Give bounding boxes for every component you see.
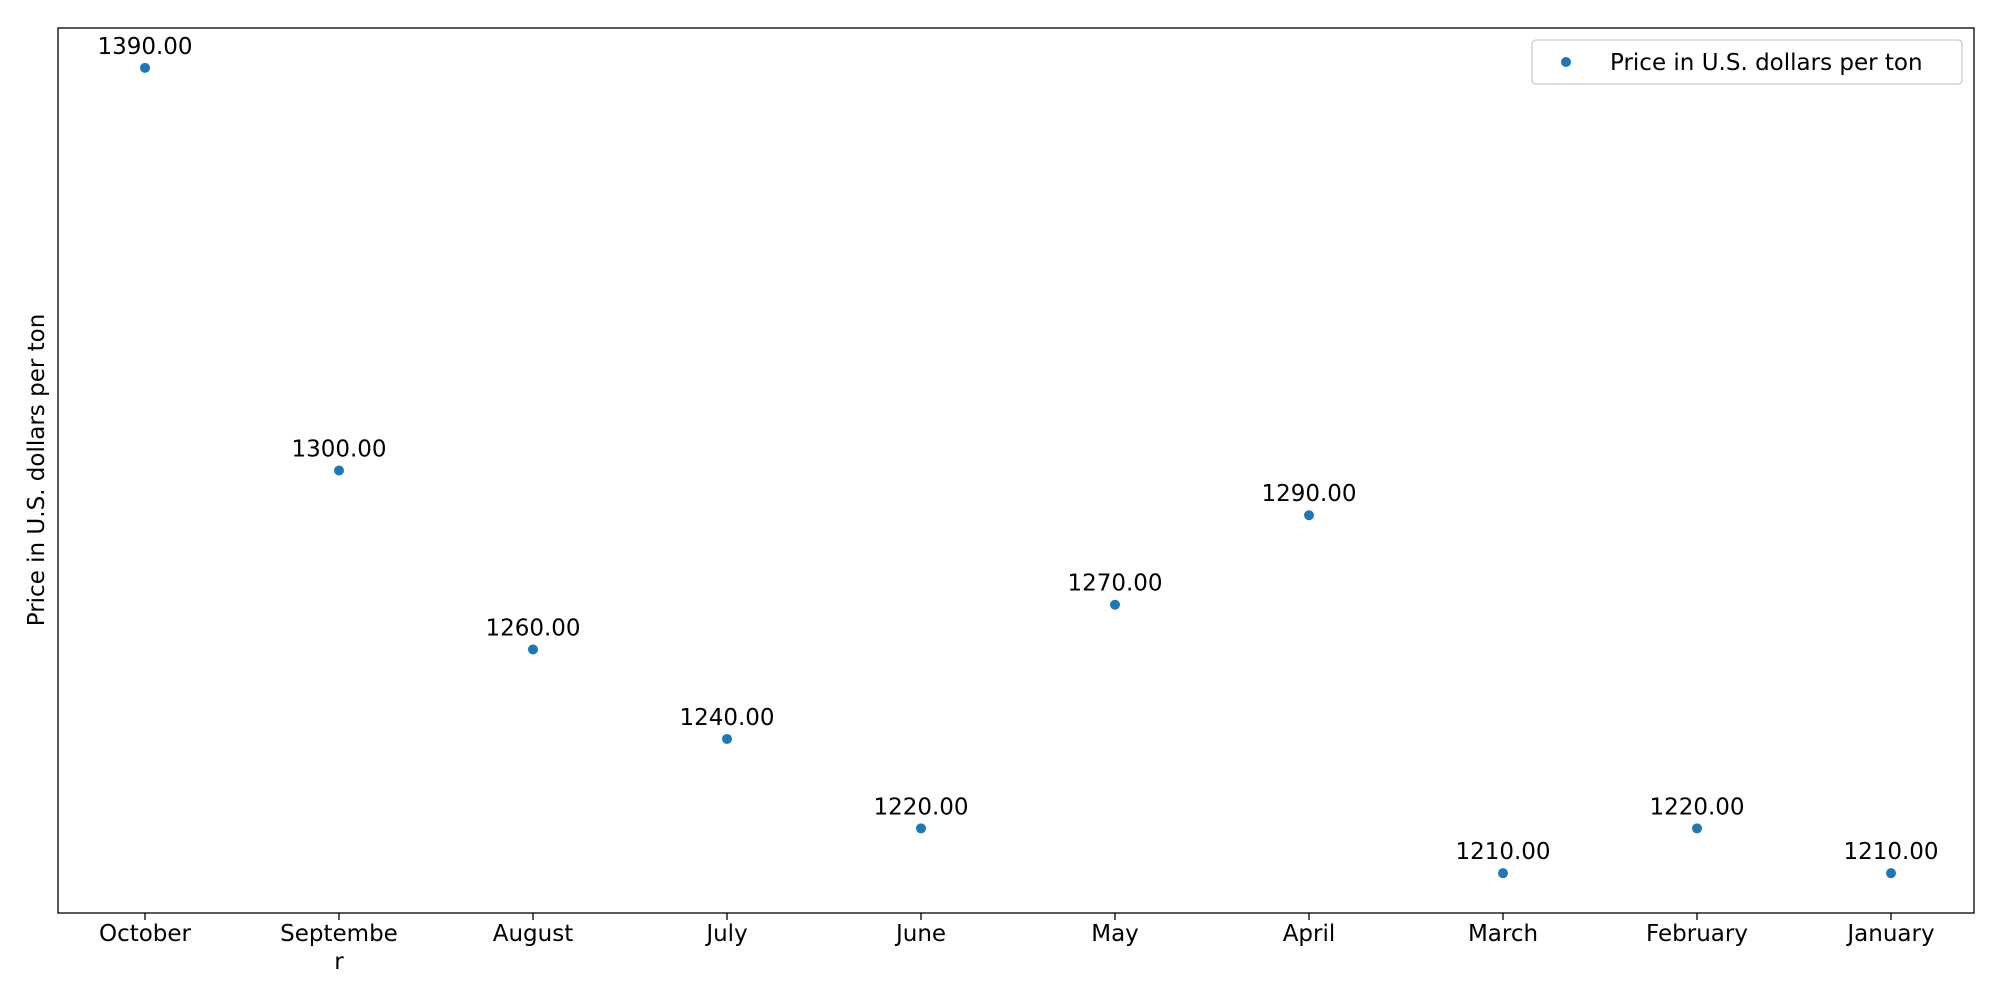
data-point <box>1304 510 1314 521</box>
data-point <box>1692 823 1702 834</box>
x-tick-label: July <box>704 921 747 947</box>
data-label: 1300.00 <box>291 437 386 463</box>
x-tick-label: March <box>1468 921 1538 947</box>
data-point <box>1886 868 1896 879</box>
data-point <box>916 823 926 834</box>
data-label: 1260.00 <box>485 615 580 641</box>
x-tick-label: October <box>99 921 192 947</box>
data-point <box>528 644 538 655</box>
data-point <box>722 733 732 744</box>
data-label: 1390.00 <box>97 34 192 60</box>
data-label: 1220.00 <box>1649 794 1744 820</box>
data-point <box>1498 868 1508 879</box>
legend-box <box>1531 39 1963 85</box>
x-axis-ticks: October Septembe r August July June May April Ma… <box>99 913 1935 975</box>
chart-marks: 1390.00 1300.00 1260.00 1240.00 1220.00 1270.… <box>97 34 1939 879</box>
data-point <box>140 62 150 73</box>
data-point <box>334 465 344 476</box>
x-tick-label: Septembe r <box>280 921 398 975</box>
data-label: 1240.00 <box>679 705 774 731</box>
x-tick-label: January <box>1845 921 1934 947</box>
data-label: 1210.00 <box>1843 839 1938 865</box>
x-tick-label: February <box>1646 921 1748 947</box>
legend-entry-label: Price in U.S. dollars per ton <box>1610 50 1923 76</box>
data-label: 1270.00 <box>1067 571 1162 597</box>
y-axis-label: Price in U.S. dollars per ton <box>24 314 50 627</box>
x-tick-label: April <box>1283 921 1336 947</box>
x-tick-label: August <box>493 921 574 947</box>
plot-frame <box>57 27 1975 914</box>
legend: Price in U.S. dollars per ton <box>1531 39 1963 85</box>
data-point <box>1110 599 1120 610</box>
data-label: 1210.00 <box>1455 839 1550 865</box>
data-label: 1290.00 <box>1261 481 1356 507</box>
x-tick-label: May <box>1091 921 1139 947</box>
x-tick-label: June <box>894 921 946 947</box>
data-label: 1220.00 <box>873 794 968 820</box>
legend-marker-icon <box>1561 57 1571 67</box>
